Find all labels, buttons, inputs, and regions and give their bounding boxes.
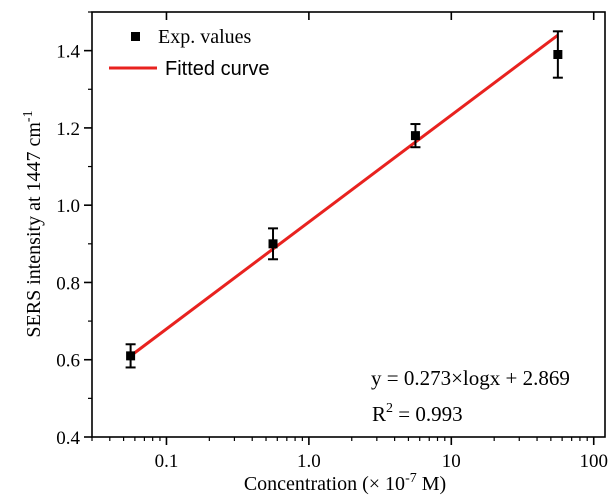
y-tick-label: 0.6 [56,351,80,372]
axis-ticks: 0.1 1.0 10 100 0.4 0.6 0.8 1.0 1.2 1.4 [56,11,608,472]
x-tick-label: 1.0 [297,451,321,472]
data-point [126,351,136,361]
x-tick-label: 10 [442,451,461,472]
fitted-curve-line [129,33,559,358]
fit-equation: y = 0.273×logx + 2.869 [371,366,570,390]
x-tick-label: 0.1 [155,451,179,472]
y-axis-title: SERS intensity at 1447 cm-1 [21,110,45,337]
legend-label-exp-values: Exp. values [158,26,252,48]
legend-marker-exp-values [131,32,140,41]
x-tick-label: 100 [579,451,608,472]
y-tick-label: 1.2 [56,119,80,140]
data-point [553,50,563,59]
y-tick-label: 1.0 [56,196,80,217]
data-point [268,239,278,249]
x-axis-title-superscript: -7 [405,471,417,486]
y-tick-label: 0.8 [56,273,80,294]
r-squared: R2 = 0.993 [372,401,463,426]
y-axis-title-superscript: -1 [21,110,36,122]
r-squared-superscript: 2 [386,401,393,416]
data-point [410,131,420,141]
legend-label-fitted-curve: Fitted curve [165,58,269,80]
y-tick-label: 1.4 [56,42,80,63]
plot-frame [91,11,606,438]
plot-area [125,30,563,369]
x-axis-title: Concentration (× 10-7 M) [244,471,446,495]
legend: Exp. values Fitted curve [109,26,269,80]
y-tick-label: 0.4 [56,428,80,449]
